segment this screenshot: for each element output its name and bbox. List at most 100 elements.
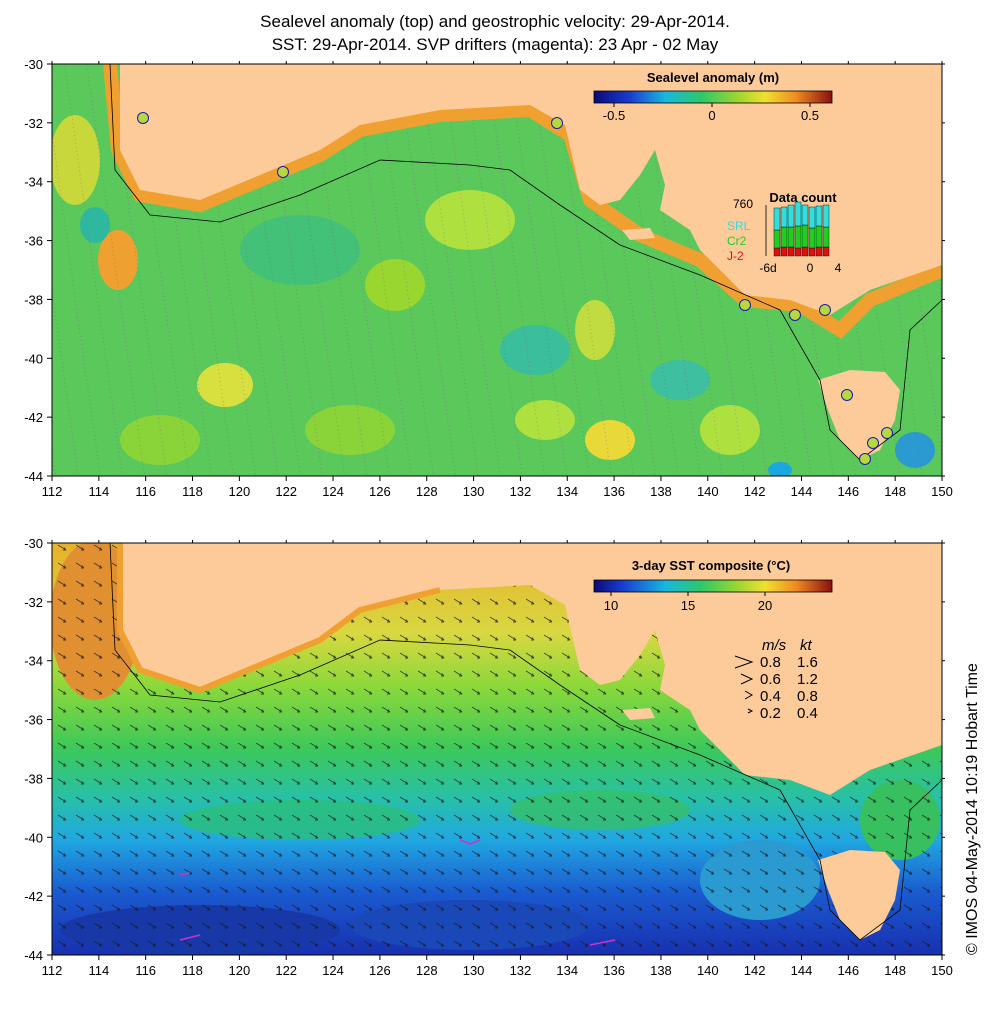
- lat-tick-label: -32: [24, 595, 43, 610]
- sealevel-colorbar-tick: -0.5: [603, 108, 625, 123]
- lat-tick-label: -36: [24, 234, 43, 249]
- lat-tick-label: -42: [24, 410, 43, 425]
- speed-legend-kt-value: 0.4: [797, 705, 818, 722]
- data-count-bar: [794, 225, 802, 249]
- lat-tick-label: -40: [24, 830, 43, 845]
- data-count-bar: [794, 247, 802, 257]
- sst-colorbar-tick: 15: [681, 598, 695, 613]
- speed-legend-ms-value: 0.6: [760, 671, 781, 688]
- tasmania-land: [818, 370, 900, 460]
- sst-colorbar: 3-day SST composite (°C) 10 15 20: [593, 558, 833, 613]
- lon-tick-label: 144: [791, 484, 813, 499]
- data-count-bar: [815, 225, 823, 248]
- bottom-map-frame: [51, 542, 943, 956]
- lon-tick-label: 130: [463, 963, 485, 978]
- lon-tick-label: 122: [275, 484, 297, 499]
- lon-tick-label: 128: [416, 963, 438, 978]
- lon-tick-label: 132: [510, 484, 532, 499]
- lon-tick-label: 142: [744, 963, 766, 978]
- lon-tick-label: 120: [229, 484, 251, 499]
- data-count-bar: [801, 246, 809, 257]
- imos-credit: © IMOS 04-May-2014 10:19 Hobart Time: [964, 663, 981, 955]
- speed-legend-kt-value: 1.6: [797, 654, 818, 671]
- data-count-bar: [780, 246, 788, 257]
- data-count-bar: [822, 204, 830, 228]
- sealevel-colorbar: Sealevel anomaly (m) -0.5 0 0.5: [593, 70, 833, 123]
- lat-tick-label: -34: [24, 175, 43, 190]
- data-count-bar: [822, 226, 830, 248]
- lon-tick-label: 124: [322, 963, 344, 978]
- data-count-bar: [787, 246, 795, 257]
- lon-tick-label: 146: [837, 484, 859, 499]
- lon-tick-label: 136: [603, 484, 625, 499]
- sealevel-anomaly-map: [52, 64, 942, 476]
- lon-tick-label: 128: [416, 484, 438, 499]
- lon-tick-label: 116: [135, 963, 156, 978]
- lon-tick-label: 124: [322, 484, 344, 499]
- data-count-bar: [773, 247, 781, 257]
- data-count-bar: [815, 205, 823, 227]
- lat-tick-label: -42: [24, 889, 43, 904]
- top-map-frame: [51, 63, 943, 477]
- data-count-x-tick: 4: [835, 261, 842, 275]
- lon-tick-label: 134: [556, 963, 578, 978]
- speed-legend-unit-ms: m/s: [762, 637, 787, 654]
- data-count-bar: [815, 246, 823, 257]
- sealevel-colorbar-tick: 0.5: [801, 108, 819, 123]
- speed-legend-kt-value: 0.8: [797, 688, 818, 705]
- sealevel-colorbar-title: Sealevel anomaly (m): [647, 70, 779, 85]
- data-count-bar: [787, 204, 795, 228]
- lat-tick-label: -40: [24, 351, 43, 366]
- data-count-bar: [780, 206, 788, 228]
- data-count-max-label: 760: [733, 197, 753, 211]
- lon-tick-label: 112: [42, 484, 63, 499]
- lon-tick-label: 114: [88, 963, 109, 978]
- data-count-bar: [808, 247, 816, 257]
- lat-tick-label: -38: [24, 771, 43, 786]
- lon-tick-label: 126: [369, 963, 391, 978]
- lat-tick-label: -30: [24, 57, 43, 72]
- lat-tick-label: -36: [24, 713, 43, 728]
- lon-tick-label: 112: [42, 963, 63, 978]
- sst-colorbar-tick: 20: [758, 598, 772, 613]
- data-count-x-tick: 0: [807, 261, 814, 275]
- lon-tick-label: 114: [88, 484, 109, 499]
- lon-tick-label: 146: [837, 963, 859, 978]
- data-count-series-j2: J-2: [727, 249, 744, 263]
- lat-tick-label: -34: [24, 654, 43, 669]
- lon-tick-label: 118: [182, 963, 203, 978]
- data-count-bar: [780, 226, 788, 248]
- data-count-bar: [773, 207, 781, 231]
- data-count-series-cr2: Cr2: [727, 234, 747, 248]
- sst-map: [52, 543, 942, 955]
- lon-tick-label: 142: [744, 484, 766, 499]
- lon-tick-label: 148: [884, 963, 906, 978]
- speed-legend-ms-value: 0.4: [760, 688, 781, 705]
- lat-tick-label: -44: [24, 948, 43, 963]
- data-count-bar: [773, 229, 781, 249]
- lon-tick-label: 122: [275, 963, 297, 978]
- data-count-bar: [794, 201, 802, 227]
- speed-legend-ms-value: 0.2: [760, 705, 781, 722]
- speed-legend: m/s kt 0.8 1.6 0.6 1.2 0.4 0.8 0.2 0.4: [734, 637, 818, 722]
- lon-tick-label: 144: [791, 963, 813, 978]
- data-count-bar: [808, 206, 816, 229]
- lat-tick-label: -38: [24, 292, 43, 307]
- lon-tick-label: 120: [229, 963, 251, 978]
- lon-tick-label: 138: [650, 963, 672, 978]
- lon-tick-label: 136: [603, 963, 625, 978]
- lon-tick-label: 134: [556, 484, 578, 499]
- sst-colorbar-title: 3-day SST composite (°C): [632, 558, 790, 573]
- data-count-title: Data count: [769, 190, 837, 205]
- bottom-map-axes: 112 114 116 118 120 122 124 126 128 130 132 134 136 1…: [24, 536, 953, 978]
- sst-colorbar-tick: 10: [604, 598, 618, 613]
- lon-tick-label: 150: [931, 963, 953, 978]
- lon-tick-label: 130: [463, 484, 485, 499]
- sealevel-colorbar-tick: 0: [708, 108, 715, 123]
- lon-tick-label: 150: [931, 484, 953, 499]
- lon-tick-label: 140: [697, 484, 719, 499]
- map-title-line-2: SST: 29-Apr-2014. SVP drifters (magenta)…: [271, 35, 719, 54]
- data-count-bar: [787, 226, 795, 248]
- data-count-inset: Data count 760 SRL Cr2 J-2 -6d 0 4: [727, 190, 842, 275]
